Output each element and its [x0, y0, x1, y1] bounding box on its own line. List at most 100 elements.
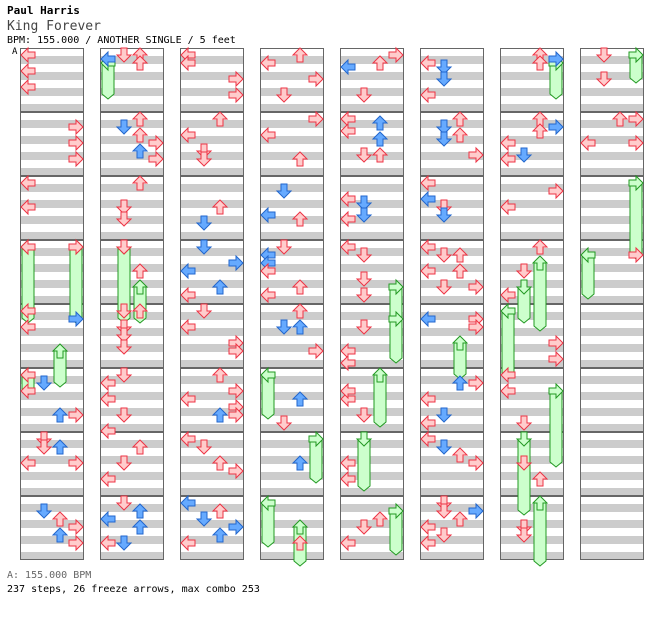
step-arrow-right [548, 334, 564, 352]
step-arrow-up [291, 47, 309, 63]
step-arrow-down [515, 455, 533, 471]
step-arrow-left [180, 286, 196, 304]
step-arrow-up [211, 199, 229, 215]
beat-band [180, 72, 244, 80]
step-arrow-up [531, 55, 549, 71]
step-arrow-down [515, 263, 533, 279]
beat-band [340, 280, 404, 288]
freeze-arrow-up [373, 374, 387, 428]
step-arrow-down [275, 87, 293, 103]
step-arrow-down [275, 239, 293, 255]
step-arrow-up [371, 511, 389, 527]
freeze-head-right [548, 382, 564, 400]
step-arrow-right [308, 110, 324, 128]
beat-band [580, 408, 644, 416]
step-arrow-up [451, 247, 469, 263]
step-arrow-up [531, 239, 549, 255]
step-arrow-left [500, 150, 516, 168]
beat-band [100, 472, 164, 480]
beat-band [20, 440, 84, 448]
step-arrow-up [291, 391, 309, 407]
beat-band [260, 440, 324, 448]
beat-band [500, 264, 564, 272]
step-arrow-down [195, 151, 213, 167]
beat-band [500, 248, 564, 256]
freeze-head-right [628, 46, 644, 64]
freeze-head-up [291, 519, 309, 535]
beat-band [420, 248, 484, 256]
step-arrow-right [548, 350, 564, 368]
step-arrow-left [180, 262, 196, 280]
beat-band [20, 216, 84, 224]
measure-border [580, 496, 644, 560]
beat-band [20, 472, 84, 480]
beat-band [100, 536, 164, 544]
beat-band [580, 120, 644, 128]
step-arrow-down [515, 527, 533, 543]
beat-band [340, 440, 404, 448]
step-arrow-up [131, 55, 149, 71]
step-arrow-up [131, 263, 149, 279]
beat-band [180, 344, 244, 352]
beat-band [180, 376, 244, 384]
beat-band [20, 360, 84, 368]
step-arrow-right [548, 50, 564, 68]
beat-band [420, 168, 484, 176]
measure-border [20, 432, 84, 496]
beat-band [340, 200, 404, 208]
measure-border [20, 304, 84, 368]
step-arrow-down [115, 47, 133, 63]
beat-band [420, 264, 484, 272]
artist-name: Paul Harris [7, 4, 80, 17]
step-arrow-down [115, 303, 133, 319]
beat-band [500, 136, 564, 144]
beat-band [340, 424, 404, 432]
beat-band [20, 152, 84, 160]
step-arrow-down [435, 119, 453, 135]
measure-border [20, 240, 84, 304]
beat-band [500, 56, 564, 64]
beat-band [260, 472, 324, 480]
step-arrow-up [451, 447, 469, 463]
step-arrow-left [420, 390, 436, 408]
measure-border [500, 240, 564, 304]
freeze-head-right [388, 278, 404, 296]
step-arrow-left [20, 46, 36, 64]
measure-border [100, 240, 164, 304]
beat-band [180, 104, 244, 112]
beat-band [500, 200, 564, 208]
beat-band [100, 88, 164, 96]
step-arrow-left [420, 86, 436, 104]
step-arrow-right [68, 518, 84, 536]
beat-band [260, 408, 324, 416]
freeze-head-up [51, 343, 69, 359]
beat-band [20, 232, 84, 240]
section-marker: A [12, 47, 18, 57]
beat-band [580, 152, 644, 160]
step-arrow-left [420, 262, 436, 280]
step-arrow-left [420, 238, 436, 256]
measure-border [100, 48, 164, 112]
step-arrow-right [228, 254, 244, 272]
step-arrow-up [371, 115, 389, 131]
measure-border [340, 304, 404, 368]
step-arrow-left [340, 238, 356, 256]
beat-band [20, 56, 84, 64]
step-arrow-up [211, 527, 229, 543]
step-arrow-down [35, 375, 53, 391]
beat-band [420, 216, 484, 224]
step-arrow-down [595, 47, 613, 63]
beat-band [340, 456, 404, 464]
beat-band [180, 488, 244, 496]
beat-band [340, 136, 404, 144]
step-arrow-up [131, 503, 149, 519]
beat-band [100, 136, 164, 144]
beat-band [260, 216, 324, 224]
step-arrow-right [628, 134, 644, 152]
beat-band [100, 408, 164, 416]
beat-band [340, 472, 404, 480]
beat-band [260, 232, 324, 240]
step-arrow-up [291, 535, 309, 551]
beat-band [580, 296, 644, 304]
beat-band [580, 248, 644, 256]
